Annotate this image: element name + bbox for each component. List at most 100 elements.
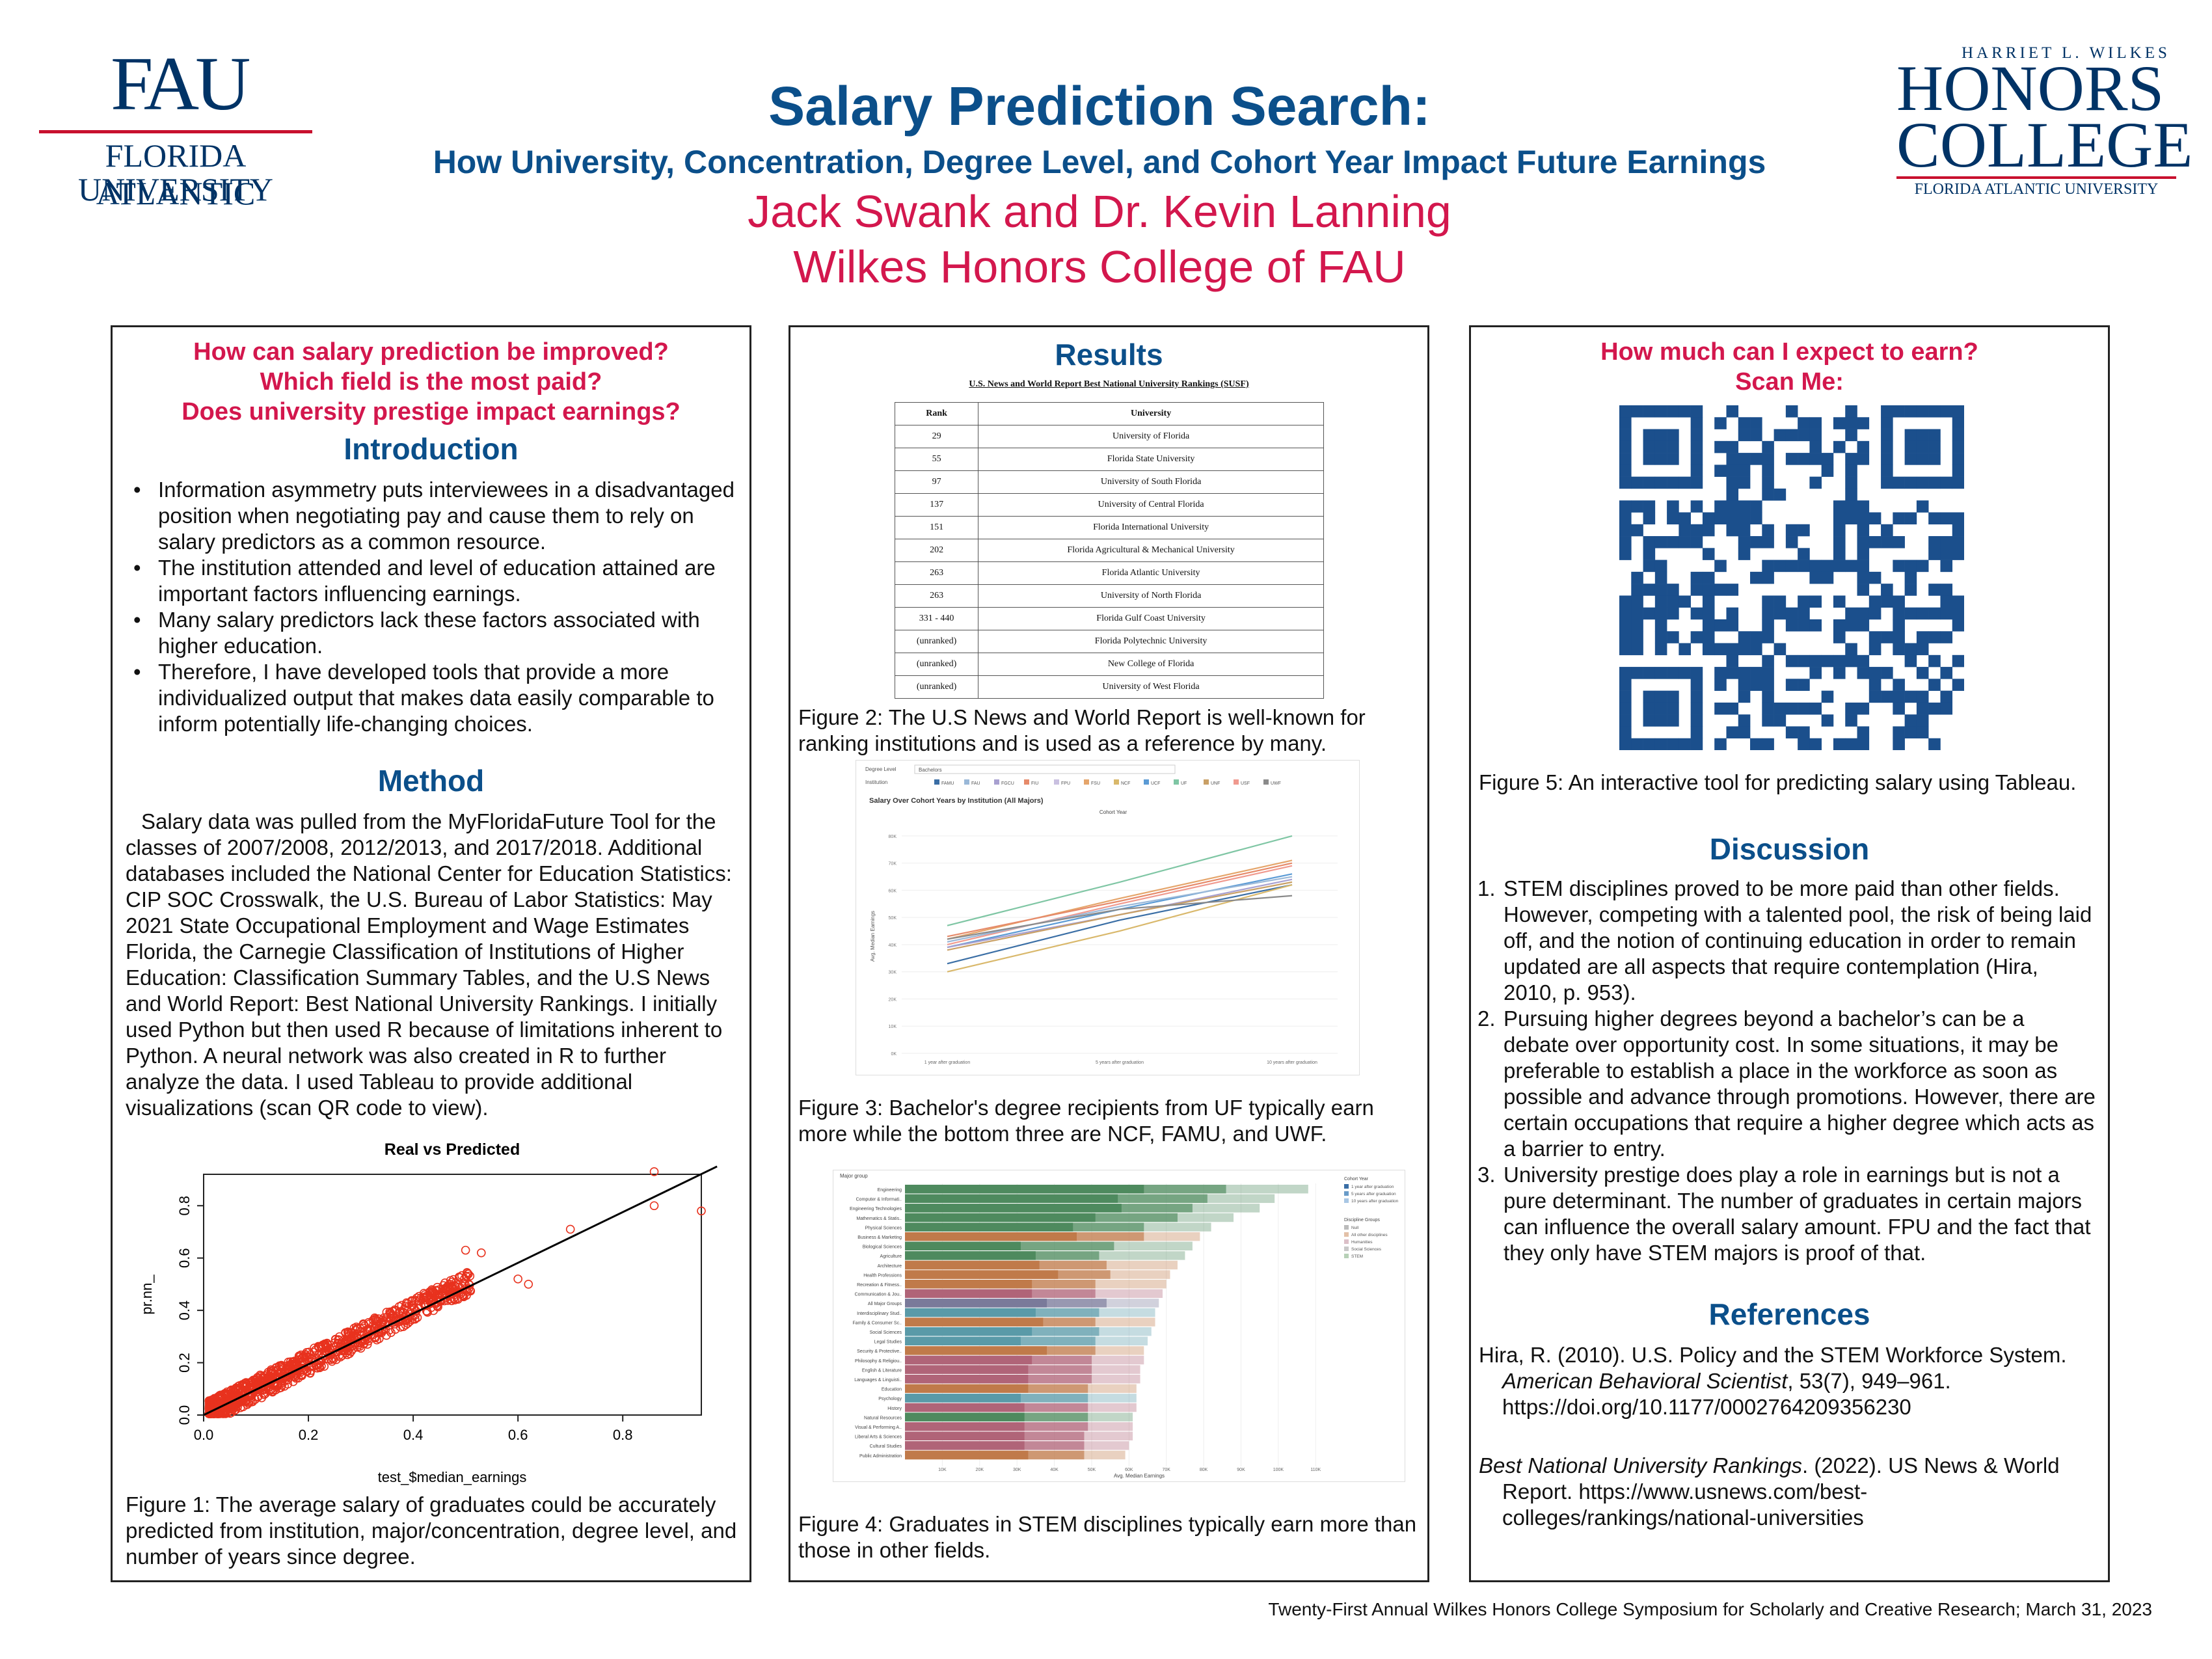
qr-module [1750, 500, 1762, 513]
qr-module [1643, 405, 1656, 418]
qr-module [1809, 571, 1822, 584]
qr-module [1845, 560, 1857, 573]
qr-module [1762, 607, 1774, 620]
table-row: 331 - 440 Florida Gulf Coast University [894, 607, 1324, 630]
reference-2-url-line1[interactable]: Report. https://www.usnews.com/best- [1502, 1479, 1868, 1504]
line-x-label: 10 years after graduation [1267, 1060, 1317, 1065]
reference-1-doi[interactable]: https://doi.org/10.1177/0002764209356230 [1502, 1395, 1911, 1419]
reference-2-url-line2[interactable]: colleges/rankings/national-universities [1502, 1505, 1864, 1530]
qr-module [1904, 571, 1917, 584]
university-cell: University of Central Florida [978, 493, 1324, 517]
qr-module [1762, 667, 1774, 679]
line-x-label: 5 years after graduation [1096, 1060, 1144, 1065]
qr-module [1750, 512, 1762, 525]
qr-module [1726, 488, 1739, 501]
bar-x-tick-label: 80K [1200, 1468, 1208, 1472]
line-legend-swatch [1144, 779, 1149, 785]
line-legend-label: UWF [1271, 781, 1281, 786]
figure-5-caption: Figure 5: An interactive tool for predic… [1479, 770, 2077, 794]
qr-module [1868, 595, 1882, 608]
qr-module [1762, 440, 1774, 453]
qr-module [1667, 405, 1679, 418]
hc-logo-small: HARRIET L. WILKES [1962, 44, 2170, 62]
line-y-tick-label: 20K [889, 997, 897, 1002]
qr-module [1762, 488, 1774, 501]
qr-module [1762, 714, 1774, 727]
qr-module [1774, 714, 1787, 727]
qr-code[interactable] [1619, 405, 1964, 750]
hc-logo-rule [1896, 176, 2176, 179]
qr-module [1714, 643, 1727, 656]
qr-module [1738, 453, 1751, 465]
qr-module [1798, 560, 1810, 573]
major-label: Architecture [878, 1264, 902, 1269]
qr-module [1631, 667, 1643, 679]
qr-module [1654, 607, 1667, 620]
qr-module [1667, 440, 1679, 453]
qr-module [1762, 631, 1774, 643]
qr-module [1654, 440, 1667, 453]
qr-module [1857, 619, 1870, 632]
qr-module [1940, 405, 1953, 418]
qr-module [1857, 584, 1870, 596]
intro-bullet: Information asymmetry puts interviewees … [126, 477, 737, 555]
qr-module [1881, 631, 1893, 643]
qr-module [1738, 631, 1751, 643]
major-label: Interdisciplinary Stud.. [857, 1312, 902, 1316]
qr-module [1702, 595, 1715, 608]
qr-module [1643, 440, 1656, 453]
qr-module [1833, 440, 1846, 453]
qr-module [1750, 453, 1762, 465]
qr-module [1619, 631, 1632, 643]
line-legend-swatch [1263, 779, 1269, 785]
qr-module [1690, 584, 1703, 596]
university-cell: Florida International University [978, 516, 1324, 539]
qr-module [1940, 631, 1953, 643]
scatter-x-tick-label: 0.4 [403, 1427, 424, 1443]
scatter-point [412, 1293, 422, 1302]
qr-module [1654, 476, 1667, 489]
qr-module [1845, 476, 1857, 489]
qr-module [1738, 726, 1751, 739]
scatter-point [376, 1318, 386, 1327]
line-y-tick-label: 10K [889, 1025, 897, 1029]
university-cell: University of West Florida [978, 675, 1324, 699]
qr-module [1928, 679, 1941, 691]
qr-module [1881, 476, 1893, 489]
qr-module [1916, 440, 1929, 453]
qr-module [1868, 512, 1882, 525]
qr-module [1762, 654, 1774, 668]
qr-module [1654, 631, 1667, 643]
group-legend-label: Social Sciences [1351, 1247, 1382, 1252]
qr-module [1809, 654, 1822, 668]
qr-module [1893, 702, 1905, 715]
major-dashboard: Major group 10K 20K 30K 40K 50K 60K 70K 80K 90K 1… [833, 1170, 1405, 1482]
qr-module [1928, 429, 1941, 442]
table-row: 151 Florida International University [894, 516, 1324, 539]
qr-module [1726, 619, 1739, 632]
scatter-point [419, 1289, 429, 1298]
qr-module [1881, 405, 1893, 418]
qr-module [1667, 476, 1679, 489]
degree-filter-select[interactable] [914, 764, 1176, 774]
qr-module [1833, 631, 1846, 643]
major-label: All Major Groups [868, 1302, 902, 1306]
scatter-point [459, 1278, 468, 1288]
qr-module [1798, 738, 1810, 750]
line-legend-swatch [1084, 779, 1089, 785]
qr-module [1667, 500, 1679, 513]
qr-module [1893, 738, 1905, 750]
qr-module [1619, 643, 1632, 656]
qr-module [1881, 595, 1893, 608]
qr-module [1762, 702, 1774, 715]
qr-module [1940, 560, 1953, 573]
qr-module [1631, 584, 1643, 596]
qr-module [1857, 702, 1870, 715]
qr-module [1845, 702, 1857, 715]
scatter-point [429, 1287, 438, 1297]
qr-module [1857, 440, 1870, 453]
qr-module [1857, 738, 1870, 750]
qr-module [1857, 607, 1870, 620]
qr-module [1762, 738, 1774, 750]
qr-module [1654, 667, 1667, 679]
